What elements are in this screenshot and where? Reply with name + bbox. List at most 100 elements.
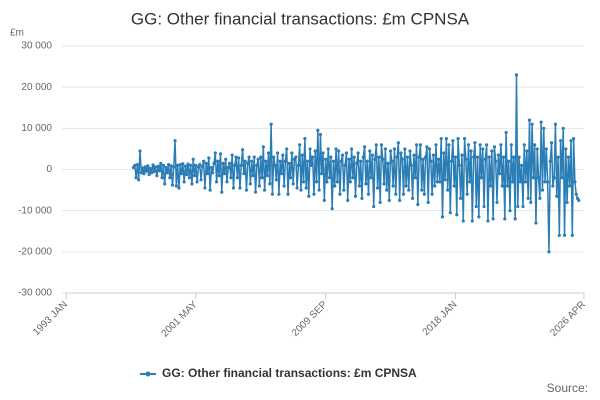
data-point: [300, 153, 304, 157]
data-point: [178, 162, 182, 167]
data-point: [390, 159, 394, 163]
data-point: [577, 198, 581, 202]
legend-label: GG: Other financial transactions: £m CPN…: [162, 366, 417, 380]
data-point: [473, 141, 477, 145]
data-point: [446, 188, 450, 192]
data-point: [151, 163, 155, 167]
data-point: [137, 178, 141, 182]
data-point: [478, 143, 482, 147]
data-point: [559, 139, 563, 143]
data-point: [221, 161, 225, 165]
data-point: [352, 155, 356, 159]
data-point: [299, 188, 303, 192]
data-point: [274, 178, 278, 182]
data-point: [507, 159, 511, 163]
data-point: [260, 176, 264, 180]
data-point: [364, 182, 368, 186]
data-point: [357, 184, 362, 188]
data-point: [414, 143, 419, 147]
x-tick-label: 2001 MAY: [160, 299, 201, 340]
data-point: [317, 188, 321, 192]
data-point: [482, 204, 486, 209]
data-point: [198, 162, 202, 167]
data-point: [412, 153, 416, 157]
y-tick-label: -10 000: [18, 205, 52, 216]
data-point: [407, 188, 411, 192]
data-point: [418, 143, 423, 147]
data-point: [409, 163, 413, 167]
data-point: [316, 128, 320, 132]
data-point: [453, 155, 458, 159]
data-point: [222, 172, 226, 176]
data-point: [343, 163, 347, 167]
data-point: [311, 155, 315, 159]
data-point: [360, 196, 364, 200]
data-point: [564, 147, 568, 151]
data-point: [340, 153, 345, 157]
data-point: [181, 162, 185, 166]
data-point: [569, 139, 573, 143]
data-point: [338, 192, 342, 196]
data-point: [156, 164, 160, 168]
data-point: [335, 180, 339, 184]
data-point: [150, 171, 154, 175]
data-point: [491, 217, 495, 221]
data-point: [574, 192, 578, 196]
data-point: [253, 190, 258, 194]
data-point: [318, 132, 323, 137]
x-tick-label: 2026 APR: [548, 299, 588, 339]
data-point: [331, 159, 336, 163]
data-point: [560, 176, 564, 180]
data-point: [187, 176, 191, 180]
data-point: [189, 163, 193, 167]
data-point: [447, 143, 451, 147]
data-point: [494, 159, 498, 163]
data-point: [538, 196, 542, 200]
data-point: [182, 180, 186, 184]
data-point: [557, 233, 561, 237]
data-point: [429, 159, 433, 163]
data-point: [430, 192, 434, 196]
data-point: [209, 165, 214, 170]
data-point: [251, 174, 255, 178]
data-point: [405, 155, 410, 159]
data-point: [205, 172, 210, 176]
data-point: [256, 157, 260, 161]
data-point: [525, 149, 529, 153]
data-point: [196, 165, 201, 169]
data-point: [283, 159, 288, 163]
data-point: [542, 126, 546, 130]
data-point: [516, 204, 520, 209]
source: Source:: [547, 381, 588, 395]
data-point: [177, 186, 181, 190]
data-point: [326, 147, 330, 151]
data-point: [513, 217, 517, 221]
data-point: [499, 143, 503, 147]
data-point: [374, 143, 378, 147]
data-point: [135, 162, 140, 167]
y-tick-label: -30 000: [18, 288, 52, 299]
data-point: [548, 159, 552, 163]
data-point: [544, 147, 548, 151]
data-point: [269, 122, 273, 126]
data-point: [290, 151, 294, 155]
data-point: [163, 182, 167, 186]
x-tick-label: 2018 JAN: [421, 299, 460, 338]
data-point: [353, 194, 358, 198]
data-point: [159, 161, 163, 165]
data-point: [474, 204, 478, 209]
data-point: [296, 163, 300, 167]
data-point: [386, 161, 390, 165]
data-point: [481, 147, 485, 151]
data-point: [282, 184, 286, 188]
data-point: [520, 163, 524, 167]
data-point: [492, 145, 497, 149]
data-point: [347, 157, 351, 161]
data-point: [286, 192, 290, 196]
data-point: [161, 163, 165, 167]
data-point: [366, 192, 371, 196]
data-point: [204, 161, 208, 165]
data-point: [294, 155, 298, 159]
data-point: [273, 163, 277, 167]
data-point: [433, 184, 437, 188]
